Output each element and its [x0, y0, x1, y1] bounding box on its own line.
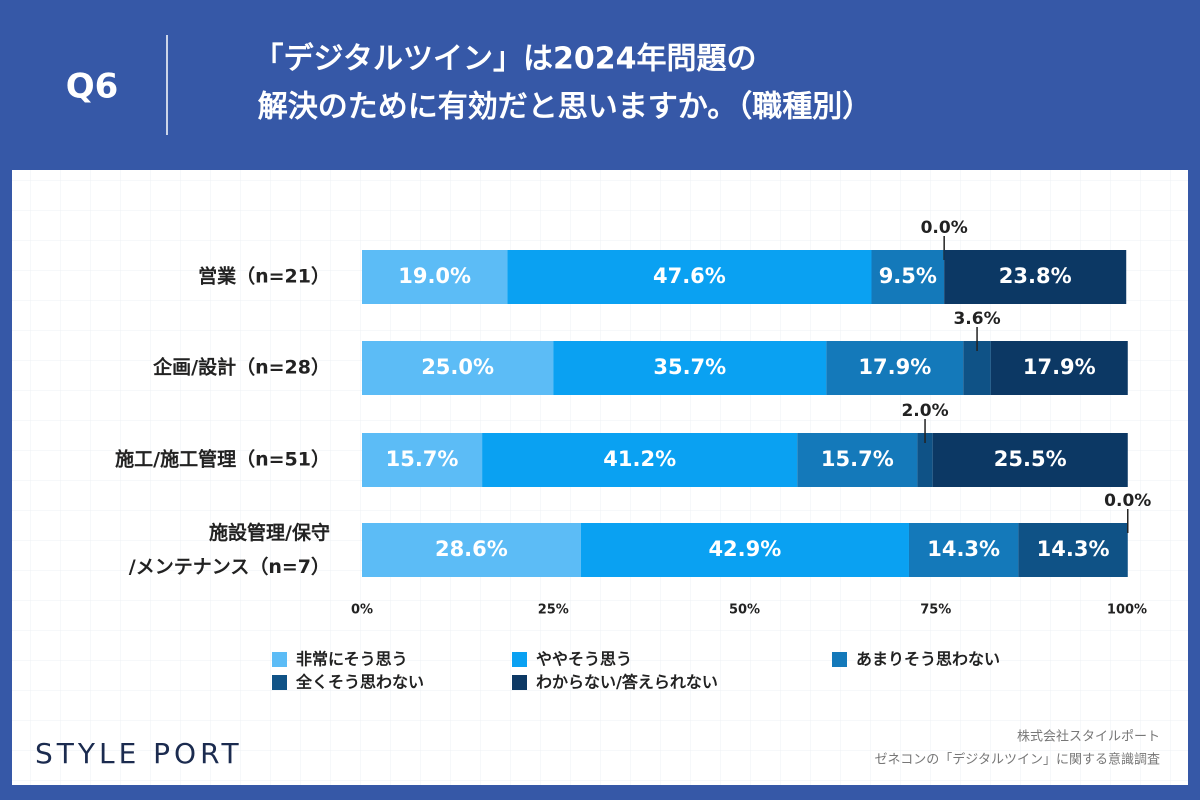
- legend-swatch: [512, 652, 527, 667]
- bar-segment: [917, 433, 933, 487]
- bar-segment: [944, 250, 1127, 304]
- legend-swatch: [512, 675, 527, 690]
- data-label: 2.0%: [901, 401, 948, 421]
- title-line: 「デジタルツイン」は2024年問題の: [254, 42, 757, 77]
- legend-label: あまりそう思わない: [856, 650, 1000, 669]
- x-tick-label: 100%: [1107, 603, 1147, 618]
- bar-segment: [908, 523, 1019, 577]
- data-label: 17.9%: [858, 355, 931, 379]
- bar-segment: [580, 523, 909, 577]
- bar-segment: [362, 433, 483, 487]
- data-label: 0.0%: [921, 218, 968, 238]
- bar-segment: [553, 341, 827, 395]
- bar-segment: [482, 433, 798, 487]
- legend-label: 全くそう思わない: [295, 673, 424, 692]
- data-label: 35.7%: [653, 355, 726, 379]
- source: ゼネコンの「デジタルツイン」に関する意識調査: [875, 752, 1160, 768]
- data-label: 25.5%: [994, 447, 1067, 471]
- data-label: 19.0%: [398, 264, 471, 288]
- bar-segment: [1018, 523, 1128, 577]
- legend-label: ややそう思う: [536, 650, 632, 669]
- bar-segment: [990, 341, 1128, 395]
- bar-segment: [871, 250, 945, 304]
- bar-segment: [362, 523, 581, 577]
- logo: STYLE PORT: [35, 737, 243, 770]
- data-label: 41.2%: [603, 447, 676, 471]
- x-tick-label: 75%: [920, 603, 951, 618]
- data-label: 15.7%: [821, 447, 894, 471]
- y-tick-label: 施工/施工管理（n=51）: [115, 448, 330, 471]
- bar-segment: [507, 250, 872, 304]
- data-label: 42.9%: [708, 537, 781, 561]
- data-label: 23.8%: [999, 264, 1072, 288]
- data-label: 9.5%: [879, 264, 937, 288]
- x-tick-label: 50%: [729, 603, 760, 618]
- data-label: 15.7%: [386, 447, 459, 471]
- y-tick-label: 施設管理/保守/メンテナンス（n=7）: [129, 521, 330, 578]
- bar-segment: [362, 341, 554, 395]
- x-tick-label: 0%: [351, 603, 373, 618]
- y-tick-label: 企画/設計（n=28）: [152, 356, 330, 379]
- legend-label: 非常にそう思う: [296, 650, 408, 669]
- data-label: 0.0%: [1104, 491, 1151, 511]
- legend-swatch: [272, 675, 287, 690]
- data-label: 47.6%: [653, 264, 726, 288]
- question: Q6: [66, 67, 119, 107]
- bar-segment: [826, 341, 964, 395]
- legend-swatch: [832, 652, 847, 667]
- data-label: 14.3%: [927, 537, 1000, 561]
- bar-segment: [362, 250, 508, 304]
- bar-segment: [932, 433, 1128, 487]
- data-label: 14.3%: [1037, 537, 1110, 561]
- legend-swatch: [272, 652, 287, 667]
- data-label: 28.6%: [435, 537, 508, 561]
- bar-segment: [797, 433, 918, 487]
- data-label: 25.0%: [421, 355, 494, 379]
- x-tick-label: 25%: [538, 603, 569, 618]
- source: 株式会社スタイルポート: [1017, 729, 1160, 745]
- legend-label: わからない/答えられない: [536, 673, 718, 692]
- title-line: 解決のために有効だと思いますか。（職種別）: [258, 90, 872, 125]
- y-tick-label: 営業（n=21）: [198, 265, 330, 288]
- data-label: 3.6%: [953, 309, 1000, 329]
- data-label: 17.9%: [1023, 355, 1096, 379]
